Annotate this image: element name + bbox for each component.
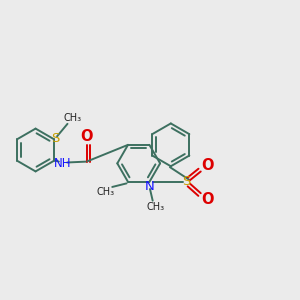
Text: CH₃: CH₃ xyxy=(97,187,115,197)
Text: O: O xyxy=(80,129,93,144)
Text: O: O xyxy=(201,158,214,173)
Text: CH₃: CH₃ xyxy=(64,113,82,123)
Text: NH: NH xyxy=(54,157,72,169)
Text: S: S xyxy=(51,132,59,145)
Text: N: N xyxy=(145,180,154,193)
Text: O: O xyxy=(201,192,214,207)
Text: CH₃: CH₃ xyxy=(147,202,165,212)
Text: S: S xyxy=(182,176,191,188)
